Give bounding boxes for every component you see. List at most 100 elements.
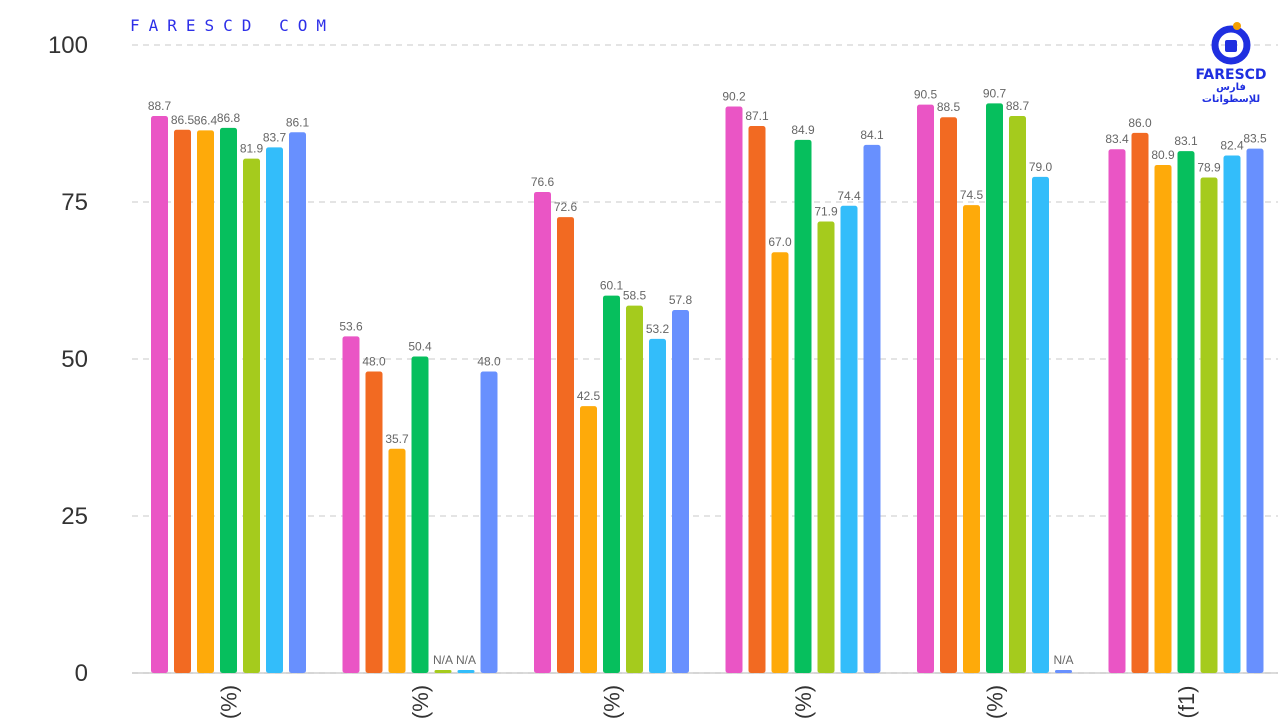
bar xyxy=(411,356,429,673)
bar xyxy=(649,338,666,673)
bar-value-label: 53.6 xyxy=(339,319,363,333)
bar-value-label: 88.7 xyxy=(148,99,172,113)
bar xyxy=(557,217,574,673)
bar xyxy=(197,130,214,673)
bar-value-label: 86.8 xyxy=(217,111,241,125)
bar-value-label: 83.7 xyxy=(263,130,287,144)
y-tick-label: 25 xyxy=(61,503,88,530)
bar xyxy=(580,406,597,673)
bar xyxy=(672,310,689,673)
bar xyxy=(388,448,406,673)
bar xyxy=(534,191,551,673)
bar-value-label: 83.4 xyxy=(1105,132,1129,146)
bar xyxy=(603,295,620,673)
bar-value-label: 83.1 xyxy=(1174,134,1198,148)
bar-value-label: 86.1 xyxy=(286,115,310,129)
y-tick-label: 50 xyxy=(61,346,88,373)
bar-value-label: 80.9 xyxy=(1151,148,1175,162)
bar xyxy=(1032,176,1049,673)
bar xyxy=(725,106,743,673)
bar xyxy=(1009,115,1026,674)
bar-value-label: 84.9 xyxy=(791,123,815,137)
bar-value-label: 82.4 xyxy=(1220,139,1244,153)
bar-value-label: 42.5 xyxy=(577,389,601,403)
bar-value-label: 86.4 xyxy=(194,113,218,127)
x-category-label: (%) xyxy=(408,685,433,719)
y-tick-label: 100 xyxy=(48,32,88,59)
bar xyxy=(863,144,881,674)
bar-value-label: 88.5 xyxy=(937,100,961,114)
bar-value-label: 74.5 xyxy=(960,188,984,202)
bar xyxy=(1246,148,1264,673)
x-category-label: (%) xyxy=(600,685,625,719)
bar-value-label: 90.7 xyxy=(983,86,1007,100)
bar xyxy=(963,205,980,673)
bar xyxy=(917,104,934,673)
bar xyxy=(174,129,191,673)
bar-value-label: 90.5 xyxy=(914,88,938,102)
bar xyxy=(1223,155,1241,673)
bar-na xyxy=(1055,670,1072,673)
bar-value-label: N/A xyxy=(1053,653,1073,667)
x-category-label: (%) xyxy=(791,685,816,719)
bar-value-label: 72.6 xyxy=(554,200,578,214)
bar xyxy=(817,221,835,673)
logo-name: FARESCD xyxy=(1195,67,1267,83)
bar xyxy=(289,132,306,674)
bar xyxy=(365,371,383,673)
bar xyxy=(771,252,789,674)
bar xyxy=(1131,132,1149,674)
bar xyxy=(940,117,957,674)
bar xyxy=(480,371,498,673)
bar xyxy=(220,127,237,673)
bar-value-label: 58.5 xyxy=(623,289,647,303)
bar xyxy=(243,158,260,674)
bar xyxy=(266,147,283,673)
bar xyxy=(840,205,858,673)
bar-value-label: 86.5 xyxy=(171,113,195,127)
bar-value-label: 88.7 xyxy=(1006,99,1030,113)
bar-value-label: N/A xyxy=(433,653,453,667)
bar xyxy=(1108,149,1126,674)
bar-value-label: 84.1 xyxy=(860,128,884,142)
bar-value-label: 50.4 xyxy=(408,339,432,353)
bar-value-label: 81.9 xyxy=(240,142,264,156)
bar-value-label: 57.8 xyxy=(669,293,693,307)
logo-arabic-name: فارس للإسطوانات xyxy=(1201,82,1261,105)
bar-na xyxy=(457,670,475,673)
bar-value-label: 53.2 xyxy=(646,322,670,336)
x-category-label: (%) xyxy=(983,685,1008,719)
x-category-label: (%) xyxy=(217,685,242,719)
x-category-label: (f1) xyxy=(1174,686,1199,719)
bar-value-label: 35.7 xyxy=(385,432,409,446)
bar xyxy=(748,126,766,673)
y-tick-label: 0 xyxy=(75,660,88,687)
bar-value-label: 90.2 xyxy=(722,90,746,104)
bar xyxy=(342,336,360,673)
bar xyxy=(794,139,812,673)
bar-value-label: 60.1 xyxy=(600,279,624,293)
y-tick-label: 75 xyxy=(61,189,88,216)
bar xyxy=(1177,151,1195,673)
bar-value-label: 71.9 xyxy=(814,204,838,218)
bar-value-label: 67.0 xyxy=(768,235,792,249)
faresCD-logo-icon xyxy=(1211,22,1251,65)
bar-value-label: 74.4 xyxy=(837,189,861,203)
bar-value-label: 48.0 xyxy=(477,355,501,369)
watermark-text: FARESCD COM xyxy=(130,16,335,35)
bar xyxy=(986,103,1003,674)
bar-value-label: 76.6 xyxy=(531,175,555,189)
bar-value-label: 79.0 xyxy=(1029,160,1053,174)
bar xyxy=(1200,177,1218,673)
brand-logo: FARESCD فارس للإسطوانات xyxy=(1188,20,1274,106)
bar-value-label: 87.1 xyxy=(745,109,769,123)
bar-value-label: 48.0 xyxy=(362,355,386,369)
bar-value-label: 78.9 xyxy=(1197,161,1221,175)
bar xyxy=(151,115,168,674)
bar xyxy=(1154,164,1172,673)
bar-value-label: 83.5 xyxy=(1243,132,1267,146)
bar-value-label: N/A xyxy=(456,653,476,667)
bar-na xyxy=(434,670,452,673)
bar xyxy=(626,305,643,673)
